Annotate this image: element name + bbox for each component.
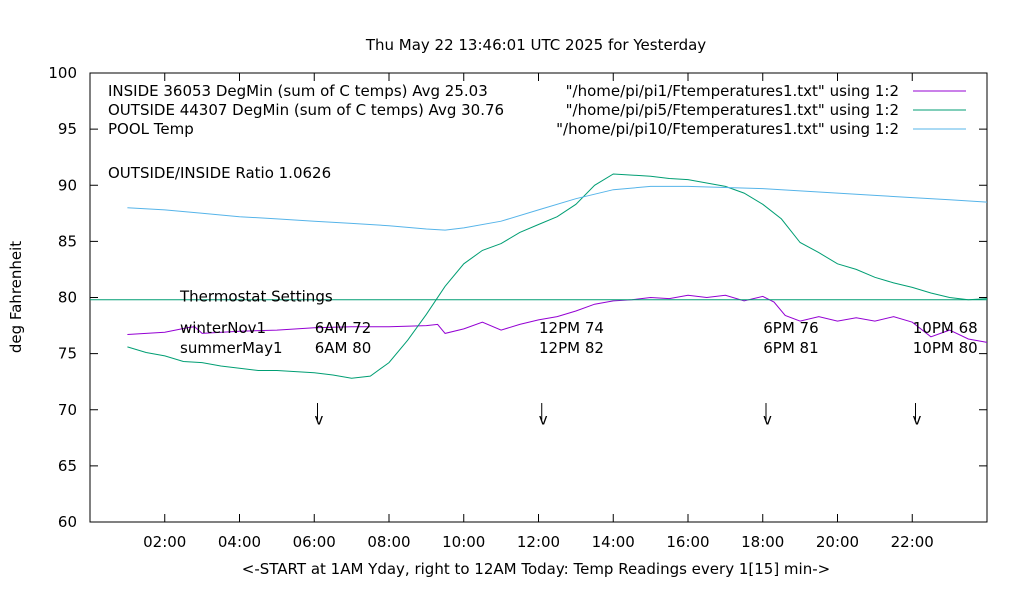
legend-name-inside: INSIDE 36053 DegMin (sum of C temps) Avg… bbox=[108, 82, 488, 100]
series-line-pool bbox=[127, 185, 988, 231]
ratio-label: OUTSIDE/INSIDE Ratio 1.0626 bbox=[108, 164, 331, 182]
thermostat-time-label: 12PM 74 bbox=[539, 319, 604, 337]
x-tick-label: 12:00 bbox=[517, 533, 560, 551]
x-tick-label: 10:00 bbox=[442, 533, 485, 551]
thermostat-time-label: 10PM 68 bbox=[913, 319, 978, 337]
y-tick-label: 60 bbox=[58, 513, 77, 531]
x-tick-label: 16:00 bbox=[666, 533, 709, 551]
thermostat-title: Thermostat Settings bbox=[179, 288, 333, 306]
x-tick-label: 20:00 bbox=[816, 533, 859, 551]
series-line-outside bbox=[127, 173, 988, 379]
x-tick-label: 04:00 bbox=[218, 533, 261, 551]
series-line-inside bbox=[127, 294, 988, 343]
y-tick-label: 80 bbox=[58, 289, 77, 307]
y-tick-label: 70 bbox=[58, 401, 77, 419]
x-tick-label: 22:00 bbox=[891, 533, 934, 551]
y-tick-label: 65 bbox=[58, 457, 77, 475]
x-tick-label: 18:00 bbox=[741, 533, 784, 551]
time-marker-arrow: v bbox=[913, 410, 922, 428]
x-axis: 02:00 04:00 06:00 08:00 10:00 12:00 14:00 16:00… bbox=[143, 73, 934, 551]
y-tick-label: 100 bbox=[48, 64, 77, 82]
x-tick-label: 08:00 bbox=[367, 533, 410, 551]
x-axis-label: <-START at 1AM Yday, right to 12AM Today… bbox=[242, 560, 830, 578]
y-axis: 60 65 70 75 80 85 90 95 100 bbox=[48, 64, 987, 531]
y-tick-label: 75 bbox=[58, 345, 77, 363]
legend-key-inside: "/home/pi/pi1/Ftemperatures1.txt" using … bbox=[566, 82, 899, 100]
thermostat-time-label: 6PM 81 bbox=[763, 339, 818, 357]
legend-key-outside: "/home/pi/pi5/Ftemperatures1.txt" using … bbox=[566, 101, 899, 119]
y-tick-label: 90 bbox=[58, 176, 77, 194]
legend-key-pool: "/home/pi/pi10/Ftemperatures1.txt" using… bbox=[556, 120, 899, 138]
series-lines bbox=[90, 173, 988, 379]
annotations: OUTSIDE/INSIDE Ratio 1.0626 Thermostat Se… bbox=[108, 164, 978, 428]
thermostat-time-label: 6AM 72 bbox=[315, 319, 372, 337]
x-tick-label: 14:00 bbox=[592, 533, 635, 551]
thermostat-row-label: winterNov1 bbox=[180, 319, 266, 337]
legend-name-pool: POOL Temp bbox=[108, 120, 194, 138]
thermostat-time-label: 12PM 82 bbox=[539, 339, 604, 357]
time-marker-arrow: v bbox=[539, 410, 548, 428]
thermostat-time-label: 10PM 80 bbox=[913, 339, 978, 357]
legend: INSIDE 36053 DegMin (sum of C temps) Avg… bbox=[108, 82, 966, 138]
time-marker-arrow: v bbox=[763, 410, 772, 428]
thermostat-row-label: summerMay1 bbox=[180, 339, 283, 357]
legend-name-outside: OUTSIDE 44307 DegMin (sum of C temps) Av… bbox=[108, 101, 504, 119]
x-tick-label: 06:00 bbox=[293, 533, 336, 551]
thermostat-time-label: 6PM 76 bbox=[763, 319, 818, 337]
y-tick-label: 85 bbox=[58, 232, 77, 250]
time-marker-arrow: v bbox=[315, 410, 324, 428]
x-tick-label: 02:00 bbox=[143, 533, 186, 551]
y-axis-label: deg Fahrenheit bbox=[7, 241, 25, 353]
thermostat-time-label: 6AM 80 bbox=[315, 339, 372, 357]
y-tick-label: 95 bbox=[58, 120, 77, 138]
chart-title: Thu May 22 13:46:01 UTC 2025 for Yesterd… bbox=[365, 36, 706, 54]
